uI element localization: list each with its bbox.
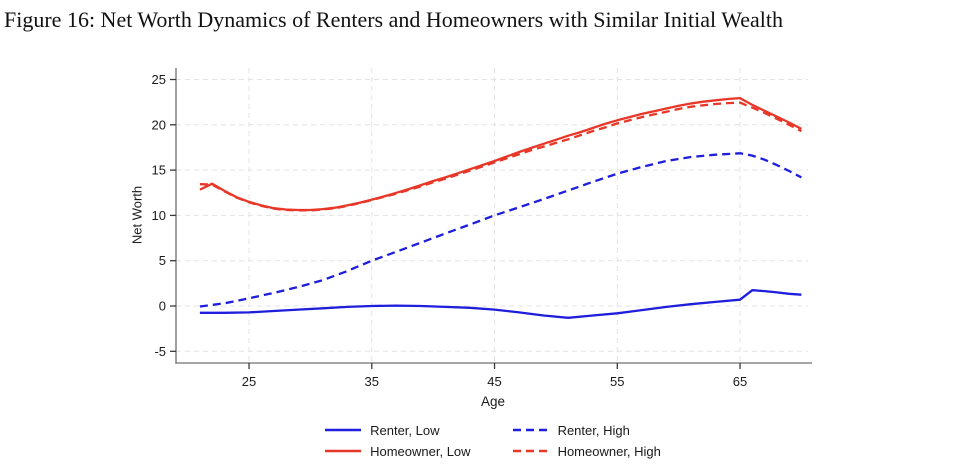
svg-text:25: 25 [242, 374, 256, 389]
svg-text:65: 65 [733, 374, 747, 389]
svg-text:45: 45 [487, 374, 501, 389]
svg-text:5: 5 [159, 253, 166, 268]
legend-item-homeowner-low: Homeowner, Low [325, 441, 471, 461]
legend-label: Homeowner, Low [370, 443, 471, 459]
legend-item-renter-low: Renter, Low [325, 420, 470, 440]
figure-title: Figure 16: Net Worth Dynamics of Renters… [4, 7, 783, 32]
svg-text:-5: -5 [154, 344, 166, 359]
legend-label: Renter, High [557, 422, 630, 438]
svg-text:35: 35 [365, 374, 379, 389]
svg-text:10: 10 [152, 208, 166, 223]
svg-text:20: 20 [152, 117, 166, 132]
svg-text:15: 15 [152, 163, 166, 178]
svg-text:25: 25 [152, 72, 166, 87]
svg-text:0: 0 [159, 299, 166, 314]
legend-item-homeowner-high: Homeowner, High [512, 441, 661, 461]
x-axis-title: Age [480, 394, 506, 409]
legend-swatch-dashed-blue-icon [512, 428, 549, 432]
legend-swatch-solid-red-icon [325, 449, 362, 453]
legend-swatch-dashed-red-icon [512, 449, 549, 453]
y-axis-title: Net Worth [129, 185, 145, 245]
chart-legend: Renter, Low Renter, High Homeowner, Low … [176, 420, 810, 461]
legend-item-renter-high: Renter, High [512, 420, 661, 440]
legend-label: Homeowner, High [557, 443, 661, 459]
legend-swatch-solid-blue-icon [325, 428, 362, 432]
legend-label: Renter, Low [370, 422, 440, 438]
svg-text:55: 55 [610, 374, 624, 389]
